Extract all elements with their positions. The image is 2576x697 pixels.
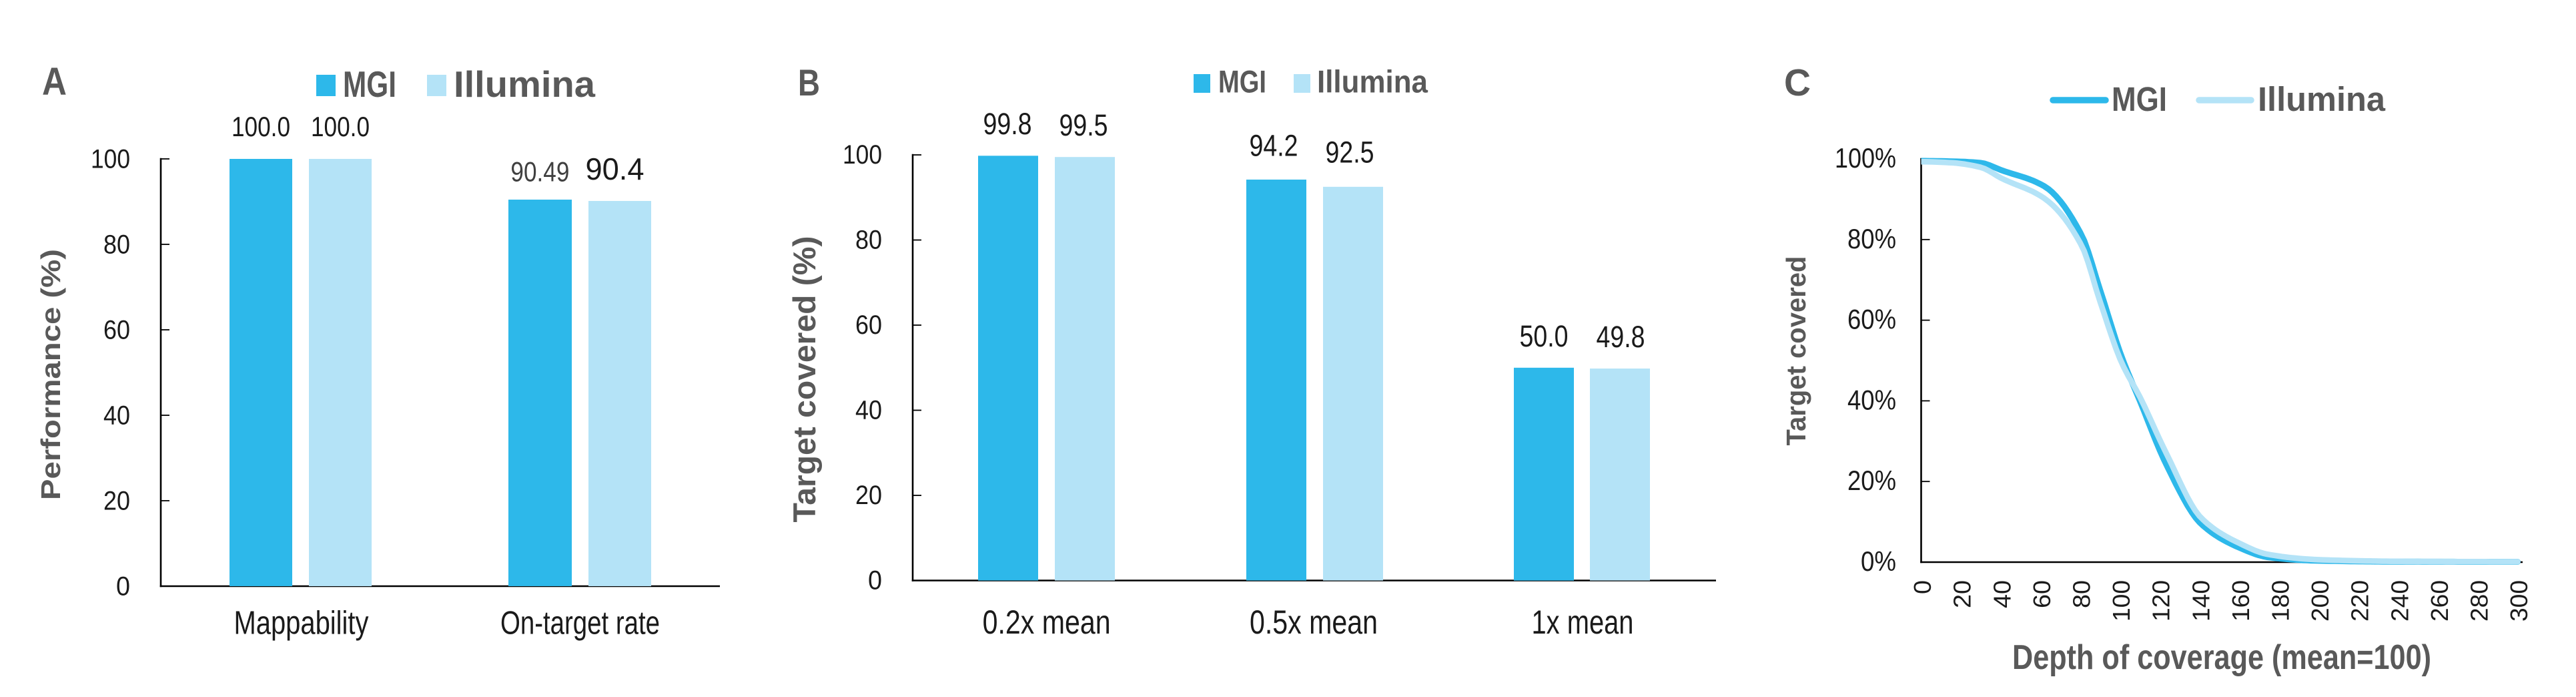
svg-text:80: 80 [103,230,130,260]
svg-text:92.5: 92.5 [1326,136,1374,170]
svg-text:90.49: 90.49 [510,156,569,188]
svg-text:0%: 0% [1861,545,1896,577]
svg-text:50.0: 50.0 [1520,319,1569,353]
svg-text:MGI: MGI [2112,80,2167,118]
svg-text:Target covered: Target covered [1781,256,1811,446]
svg-text:Illumina: Illumina [454,63,595,105]
svg-text:90.4: 90.4 [586,152,645,186]
svg-text:0.5x mean: 0.5x mean [1250,604,1378,641]
svg-text:100.0: 100.0 [232,111,290,142]
svg-text:40: 40 [103,401,130,431]
svg-text:20: 20 [1949,580,1976,608]
svg-text:On-target rate: On-target rate [500,606,660,642]
svg-text:0: 0 [116,572,130,602]
svg-text:Illumina: Illumina [2258,80,2386,118]
svg-text:40: 40 [1988,580,2016,608]
svg-text:0.2x mean: 0.2x mean [983,604,1111,641]
svg-text:MGI: MGI [343,63,396,105]
svg-text:99.8: 99.8 [983,107,1032,141]
svg-text:A: A [42,60,67,103]
svg-text:94.2: 94.2 [1250,129,1298,163]
svg-text:99.5: 99.5 [1059,108,1108,142]
svg-text:C: C [1784,61,1811,104]
svg-text:Illumina: Illumina [1317,64,1428,99]
svg-text:240: 240 [2386,580,2413,622]
svg-text:40: 40 [855,396,882,425]
svg-text:100: 100 [843,140,882,170]
svg-text:Depth of coverage (mean=100): Depth of coverage (mean=100) [2012,638,2431,677]
svg-text:Performance (%): Performance (%) [35,249,66,500]
svg-text:0: 0 [1909,580,1936,594]
svg-text:20: 20 [103,487,130,516]
svg-text:300: 300 [2505,580,2533,622]
svg-text:140: 140 [2187,580,2214,622]
svg-text:80: 80 [2068,580,2096,608]
svg-text:100%: 100% [1835,142,1896,174]
svg-text:260: 260 [2426,580,2453,622]
svg-text:40%: 40% [1847,384,1896,415]
svg-text:80%: 80% [1847,223,1896,254]
svg-text:180: 180 [2267,580,2294,622]
svg-text:60: 60 [103,316,130,345]
svg-text:Target covered (%): Target covered (%) [787,236,822,523]
svg-text:60: 60 [2028,580,2056,608]
svg-text:160: 160 [2227,580,2254,622]
svg-text:220: 220 [2346,580,2374,622]
svg-text:120: 120 [2148,580,2175,622]
svg-text:280: 280 [2466,580,2493,622]
svg-text:80: 80 [855,226,882,255]
svg-text:60: 60 [855,310,882,340]
svg-text:60%: 60% [1847,304,1896,335]
svg-text:49.8: 49.8 [1597,320,1645,354]
svg-text:MGI: MGI [1218,64,1266,99]
svg-text:100: 100 [91,145,130,174]
svg-text:Mappability: Mappability [234,606,369,642]
svg-text:100: 100 [2108,580,2135,622]
svg-text:20: 20 [855,481,882,510]
svg-text:B: B [798,61,820,103]
svg-text:200: 200 [2306,580,2334,622]
svg-text:100.0: 100.0 [311,111,370,142]
svg-text:20%: 20% [1847,465,1896,496]
svg-text:1x mean: 1x mean [1532,604,1634,641]
svg-text:0: 0 [868,566,882,596]
